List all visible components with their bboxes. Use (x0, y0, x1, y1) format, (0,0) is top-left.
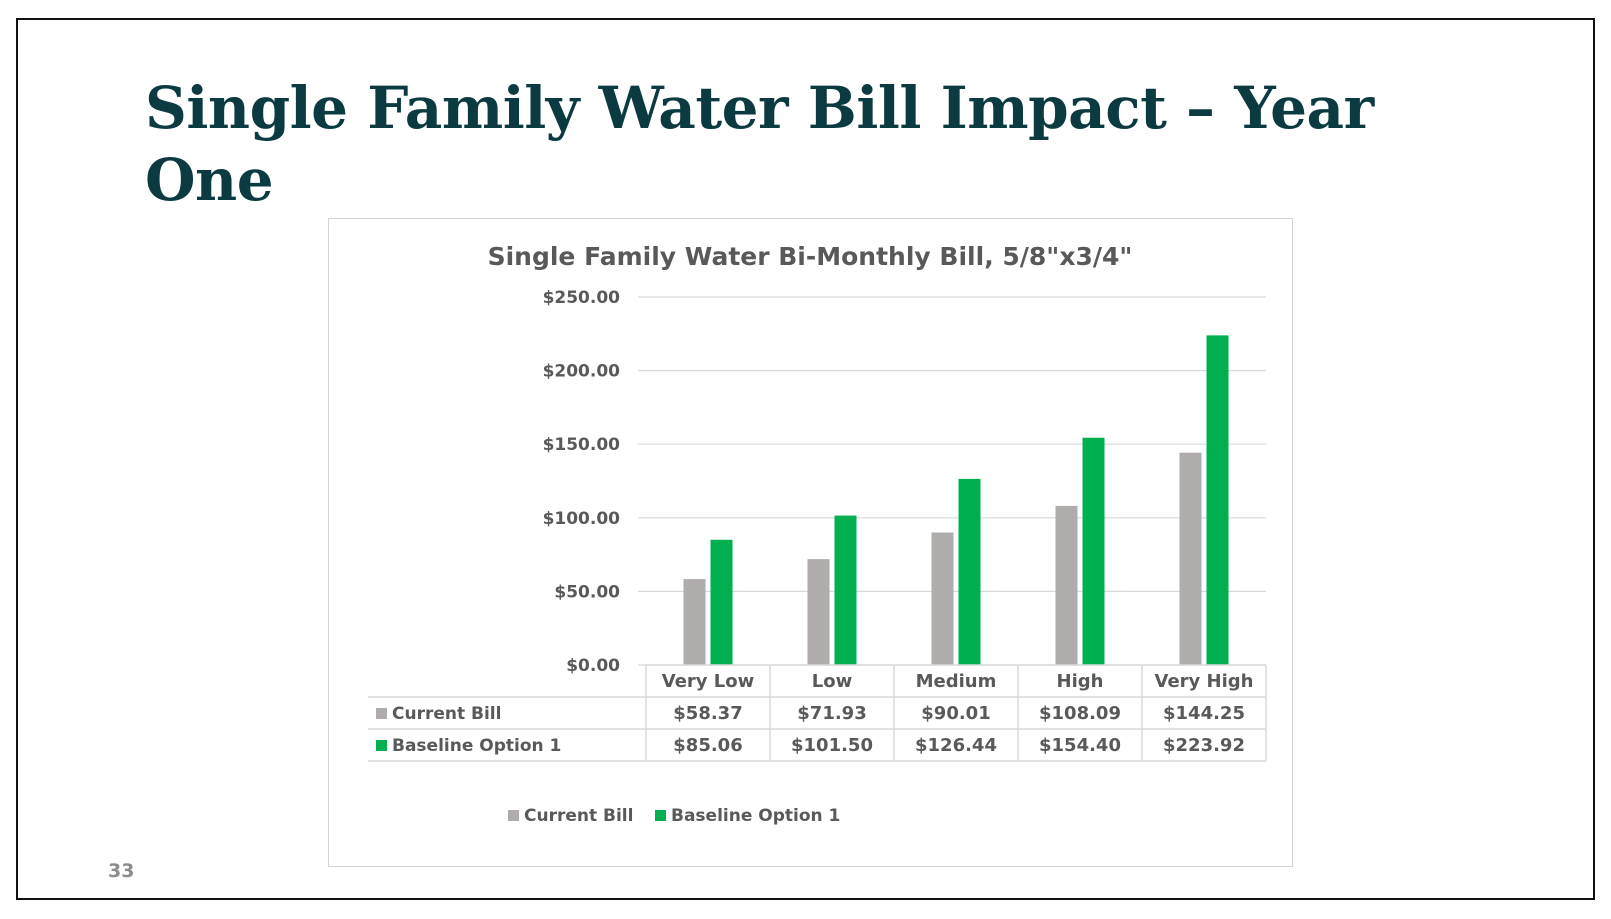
legend-label: Baseline Option 1 (671, 806, 840, 826)
bar-baseline-option-1 (958, 478, 981, 665)
data-label: $71.93 (797, 703, 866, 724)
data-label: $126.44 (915, 735, 997, 756)
table-legend-swatch (376, 740, 387, 751)
data-label: $108.09 (1039, 703, 1121, 724)
y-tick-label: $250.00 (543, 288, 621, 308)
bar-baseline-option-1 (834, 515, 857, 665)
data-label: $58.37 (673, 703, 742, 724)
bar-current-bill (807, 559, 830, 665)
y-tick-label: $50.00 (554, 582, 620, 602)
data-label: $85.06 (673, 735, 742, 756)
bar-current-bill (931, 532, 954, 665)
chart-title: Single Family Water Bi-Monthly Bill, 5/8… (488, 242, 1133, 271)
x-category-label: High (1057, 671, 1104, 692)
data-label: $144.25 (1163, 703, 1245, 724)
legend-swatch (655, 810, 666, 821)
chart-container (328, 218, 1293, 867)
y-tick-label: $100.00 (543, 509, 621, 529)
x-category-label: Low (812, 671, 852, 692)
table-series-label: Baseline Option 1 (392, 736, 561, 756)
x-category-label: Very Low (662, 671, 755, 692)
bar-current-bill (1055, 505, 1078, 665)
page-number: 33 (108, 860, 135, 882)
y-tick-label: $150.00 (543, 435, 621, 455)
y-tick-label: $200.00 (543, 362, 621, 382)
slide-title: Single Family Water Bill Impact – Year O… (145, 74, 1374, 214)
table-series-label: Current Bill (392, 704, 501, 724)
data-label: $223.92 (1163, 735, 1245, 756)
bar-current-bill (1179, 452, 1202, 665)
bar-baseline-option-1 (710, 539, 733, 665)
y-tick-label: $0.00 (566, 656, 620, 676)
x-category-label: Medium (916, 671, 997, 692)
bar-baseline-option-1 (1206, 335, 1229, 665)
table-legend-swatch (376, 708, 387, 719)
data-label: $154.40 (1039, 735, 1121, 756)
legend-label: Current Bill (524, 806, 633, 826)
legend-swatch (508, 810, 519, 821)
x-category-label: Very High (1155, 671, 1254, 692)
bar-current-bill (683, 579, 706, 665)
data-label: $101.50 (791, 735, 873, 756)
bar-chart: Single Family Water Bi-Monthly Bill, 5/8… (368, 242, 1267, 826)
bar-baseline-option-1 (1082, 437, 1105, 665)
data-label: $90.01 (921, 703, 990, 724)
